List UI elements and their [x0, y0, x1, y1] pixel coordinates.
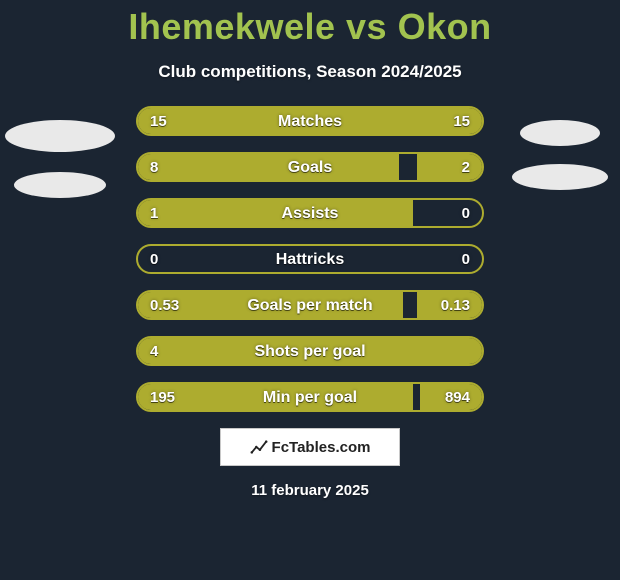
stat-value-right: [458, 338, 482, 364]
stat-value-left: 0.53: [138, 292, 191, 318]
player2-photo-1: [520, 120, 600, 146]
stat-row: Min per goal195 894: [136, 382, 484, 412]
stat-row: Goals per match0.530.13: [136, 290, 484, 320]
stat-label: Goals: [138, 154, 482, 180]
stat-value-left: 4: [138, 338, 170, 364]
stat-label: Matches: [138, 108, 482, 134]
stat-value-right: 894: [433, 384, 482, 410]
stat-value-right: 15: [441, 108, 482, 134]
logo-box: FcTables.com: [220, 428, 400, 466]
player1-photo-2: [14, 172, 106, 198]
stat-value-left: 0: [138, 246, 170, 272]
stat-label: Min per goal: [138, 384, 482, 410]
stat-row: Goals8 2: [136, 152, 484, 182]
stat-label: Assists: [138, 200, 482, 226]
stat-label: Shots per goal: [138, 338, 482, 364]
stat-value-right: 0.13: [429, 292, 482, 318]
logo-text: FcTables.com: [272, 439, 371, 456]
stat-value-left: 15: [138, 108, 179, 134]
vs-text: vs: [346, 6, 387, 47]
stat-row: Hattricks0 0: [136, 244, 484, 274]
stat-value-right: 0: [450, 200, 482, 226]
stat-row: Assists1 0: [136, 198, 484, 228]
subtitle: Club competitions, Season 2024/2025: [0, 62, 620, 82]
stat-label: Hattricks: [138, 246, 482, 272]
stat-value-left: 1: [138, 200, 170, 226]
player1-photo-1: [5, 120, 115, 152]
player2-name: Okon: [398, 6, 492, 47]
player2-photos: [500, 120, 620, 208]
player1-name: Ihemekwele: [128, 6, 335, 47]
stat-row: Shots per goal4: [136, 336, 484, 366]
stat-value-left: 8: [138, 154, 170, 180]
fctables-icon: [250, 438, 268, 456]
player1-photos: [0, 120, 120, 216]
player2-photo-2: [512, 164, 608, 190]
stat-value-right: 2: [450, 154, 482, 180]
stat-value-right: 0: [450, 246, 482, 272]
stat-row: Matches15 15: [136, 106, 484, 136]
stats-bars: Matches1515Goals82Assists10Hattricks00Go…: [136, 106, 484, 412]
stat-value-left: 195: [138, 384, 187, 410]
date-text: 11 february 2025: [0, 482, 620, 499]
page-title: Ihemekwele vs Okon: [0, 0, 620, 48]
